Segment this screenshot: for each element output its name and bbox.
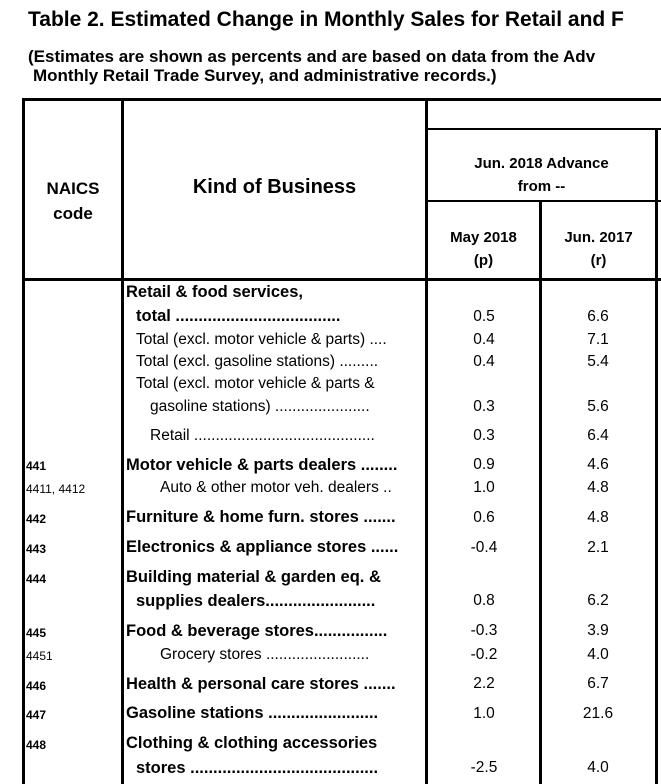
column-header-may-2018-line-2: (p) (473, 252, 494, 269)
naics-code: 447 (26, 708, 47, 722)
business-label: Auto & other motor veh. dealers .. (160, 479, 392, 496)
column-header-jun-2017-line-2: (r) (590, 252, 607, 269)
value-jun-2017: 6.2 (587, 592, 609, 609)
column-header-may-2018: May 2018 (p) (428, 226, 539, 272)
group-header-top-rule (427, 128, 661, 130)
value-may-2018: 2.2 (473, 675, 495, 692)
business-label: gasoline stations) .....................… (150, 398, 370, 415)
value-jun-2017: 4.0 (587, 759, 609, 776)
value-jun-2017: 4.8 (587, 509, 609, 526)
table-title: Table 2. Estimated Change in Monthly Sal… (28, 8, 624, 31)
business-label: stores .................................… (136, 759, 379, 777)
business-label: Food & beverage stores................ (126, 622, 388, 640)
kind-column-divider (425, 98, 428, 784)
value-jun-2017: 5.4 (587, 353, 609, 370)
value-jun-2017: 2.1 (587, 539, 609, 556)
value-jun-2017: 3.9 (587, 622, 609, 639)
business-label: Electronics & appliance stores ...... (126, 538, 399, 556)
business-label: Gasoline stations ......................… (126, 704, 379, 722)
code-column-divider (121, 98, 124, 784)
table-left-border (22, 98, 25, 784)
business-label: Total (excl. gasoline stations) ........… (136, 353, 379, 370)
value-jun-2017: 4.8 (587, 479, 609, 496)
value-jun-2017: 21.6 (582, 705, 614, 722)
value-may-2018: 0.4 (473, 331, 495, 348)
group-header: Jun. 2018 Advance from -- (428, 152, 655, 198)
value-jun-2017: 6.7 (587, 675, 609, 692)
naics-header: NAICS code (25, 176, 121, 226)
value-jun-2017: 4.6 (587, 456, 609, 473)
naics-code: 443 (26, 542, 47, 556)
business-label: Health & personal care stores ....... (126, 675, 396, 693)
business-label: Retail & food services, (126, 283, 303, 301)
business-label: Total (excl. motor vehicle & parts) .... (136, 331, 387, 348)
naics-header-line-2: code (53, 204, 93, 223)
business-label: Motor vehicle & parts dealers ........ (126, 456, 398, 474)
business-label: Building material & garden eq. & (126, 568, 381, 586)
value-may-2018: 0.5 (473, 308, 495, 325)
business-label: total ..................................… (136, 307, 341, 325)
table-subtitle-line-1: (Estimates are shown as percents and are… (28, 47, 596, 66)
right-column-divider (655, 128, 658, 784)
value-column-divider (539, 200, 542, 784)
value-may-2018: 0.9 (473, 456, 495, 473)
header-bottom-rule (22, 278, 661, 281)
naics-code: 446 (26, 679, 47, 693)
business-label: Retail .................................… (150, 427, 375, 444)
naics-code: 445 (26, 626, 47, 640)
naics-code: 448 (26, 738, 47, 752)
value-jun-2017: 4.0 (587, 646, 609, 663)
value-jun-2017: 6.6 (587, 308, 609, 325)
value-may-2018: -0.3 (470, 622, 498, 639)
group-header-line-1: Jun. 2018 Advance (474, 155, 609, 172)
value-may-2018: 0.3 (473, 427, 495, 444)
group-header-bottom-rule (427, 200, 661, 202)
group-header-line-2: from -- (517, 178, 566, 195)
value-may-2018: 1.0 (473, 479, 495, 496)
naics-code: 444 (26, 572, 47, 586)
value-jun-2017: 5.6 (587, 398, 609, 415)
table-subtitle-line-2: Monthly Retail Trade Survey, and adminis… (33, 66, 497, 85)
business-label: supplies dealers........................ (136, 592, 376, 610)
naics-code: 4451 (26, 649, 53, 663)
column-header-jun-2017: Jun. 2017 (r) (542, 226, 655, 272)
value-may-2018: 0.8 (473, 592, 495, 609)
value-may-2018: 0.3 (473, 398, 495, 415)
value-may-2018: -2.5 (470, 759, 498, 776)
naics-header-line-1: NAICS (46, 179, 100, 198)
naics-code: 4411, 4412 (26, 482, 86, 496)
kind-of-business-header: Kind of Business (192, 176, 357, 198)
value-jun-2017: 6.4 (587, 427, 609, 444)
business-label: Clothing & clothing accessories (126, 734, 378, 752)
business-label: Grocery stores ........................ (160, 646, 370, 663)
naics-code: 441 (26, 459, 47, 473)
value-may-2018: 0.6 (473, 509, 495, 526)
business-label: Total (excl. motor vehicle & parts & (136, 375, 375, 392)
table-top-border (22, 98, 661, 101)
value-may-2018: -0.4 (470, 539, 498, 556)
value-may-2018: -0.2 (470, 646, 498, 663)
value-may-2018: 1.0 (473, 705, 495, 722)
value-jun-2017: 7.1 (587, 331, 609, 348)
column-header-may-2018-line-1: May 2018 (450, 229, 517, 246)
business-label: Furniture & home furn. stores ....... (126, 508, 396, 526)
naics-code: 442 (26, 512, 47, 526)
value-may-2018: 0.4 (473, 353, 495, 370)
column-header-jun-2017-line-1: Jun. 2017 (564, 229, 633, 246)
